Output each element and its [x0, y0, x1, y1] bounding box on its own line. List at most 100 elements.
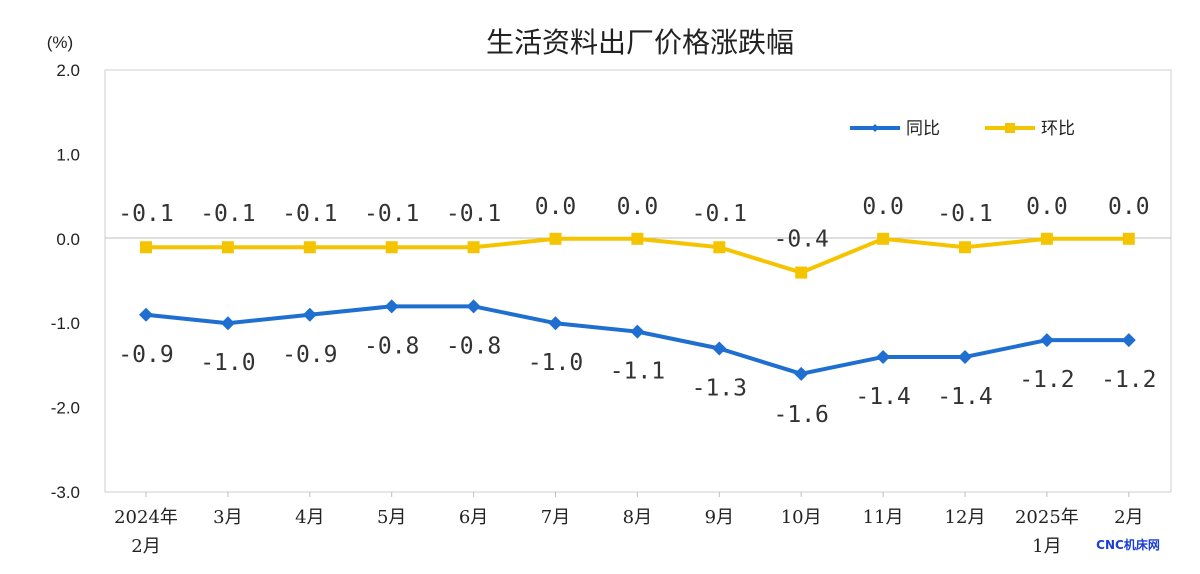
- y-axis-unit: (%): [47, 33, 73, 52]
- x-tick-label-line: 4月: [295, 507, 324, 528]
- x-tick-label-line: 12月: [945, 507, 986, 528]
- x-tick-label: 7月: [541, 507, 570, 528]
- mom-data-label: -0.1: [364, 201, 419, 227]
- y-tick-label: -3.0: [51, 483, 80, 502]
- yoy-data-label: -0.8: [446, 333, 501, 359]
- yoy-data-label: -1.3: [692, 376, 747, 402]
- yoy-data-label: -1.4: [937, 384, 992, 410]
- x-tick-label: 3月: [213, 507, 242, 528]
- mom-point: [221, 241, 234, 254]
- mom-point: [303, 241, 316, 254]
- yoy-point: [139, 307, 153, 322]
- mom-point: [631, 232, 644, 245]
- x-tick-label-line: 1月: [1032, 536, 1061, 557]
- yoy-data-label: -1.6: [774, 402, 829, 428]
- legend-marker: [871, 124, 879, 132]
- mom-point: [467, 241, 480, 254]
- yoy-data-label: -0.8: [364, 333, 419, 359]
- x-tick-label-line: 11月: [863, 507, 904, 528]
- yoy-point: [466, 299, 481, 314]
- mom-data-label: -0.1: [282, 201, 337, 227]
- y-tick-label: 2.0: [56, 61, 80, 80]
- x-tick-label-line: 5月: [377, 507, 406, 528]
- mom-data-label: 0.0: [1108, 194, 1150, 220]
- legend-marker: [1005, 123, 1015, 133]
- legend-label: 同比: [906, 119, 940, 139]
- x-tick-label-line: 6月: [459, 507, 488, 528]
- x-tick-label-line: 2025年: [1015, 507, 1079, 528]
- x-tick-label: 9月: [705, 507, 734, 528]
- mom-data-label: -0.1: [200, 201, 255, 227]
- x-tick-label: 2025年 1月: [1015, 507, 1079, 557]
- x-tick-label-line: 2月: [131, 536, 160, 557]
- x-tick-label: 4月: [295, 507, 324, 528]
- x-tick-label: 11月: [863, 507, 904, 528]
- mom-data-label: -0.1: [937, 201, 992, 227]
- y-axis: 2.0 1.0 0.0 -1.0 -2.0 -3.0: [51, 61, 80, 502]
- mom-point: [713, 241, 726, 254]
- mom-data-label: -0.1: [118, 201, 173, 227]
- x-tick-label-line: 3月: [213, 507, 242, 528]
- y-tick-label: -1.0: [51, 314, 80, 333]
- yoy-data-label: -1.2: [1101, 367, 1156, 393]
- x-tick-label: 5月: [377, 507, 406, 528]
- yoy-data-label: -1.1: [610, 359, 665, 385]
- mom-data-label: -0.4: [774, 227, 829, 253]
- yoy-data-label: -0.9: [118, 342, 173, 368]
- y-tick-label: 1.0: [56, 145, 80, 164]
- legend: 同比 环比: [850, 119, 1075, 139]
- mom-data-label: 0.0: [617, 194, 659, 220]
- series-layer: [139, 232, 1136, 381]
- yoy-point: [220, 316, 235, 331]
- yoy-data-label: -1.0: [200, 350, 255, 376]
- x-tick-label: 12月: [945, 507, 986, 528]
- mom-data-label: -0.1: [446, 201, 501, 227]
- yoy-point: [630, 324, 645, 339]
- yoy-point: [712, 341, 727, 356]
- mom-point: [1040, 232, 1053, 245]
- x-tick-label: 2月: [1114, 507, 1143, 528]
- yoy-point: [794, 366, 809, 381]
- yoy-data-label: -1.0: [528, 350, 583, 376]
- yoy-point: [302, 307, 317, 322]
- mom-point: [385, 241, 398, 254]
- yoy-data-label: -1.4: [855, 384, 910, 410]
- x-tick-label-line: 2月: [1114, 507, 1143, 528]
- x-tick-label: 10月: [781, 507, 822, 528]
- x-tick-label: 2024年 2月: [114, 507, 178, 557]
- yoy-point: [876, 349, 891, 364]
- yoy-point: [958, 349, 972, 364]
- yoy-point: [548, 316, 563, 331]
- x-tick-label-line: 9月: [705, 507, 734, 528]
- mom-point: [959, 241, 971, 254]
- y-tick-label: -2.0: [51, 399, 80, 418]
- mom-point: [1122, 232, 1135, 245]
- mom-data-label: 0.0: [535, 194, 577, 220]
- yoy-data-label: -1.2: [1019, 367, 1074, 393]
- watermark-text: CNC机床网: [1096, 537, 1160, 552]
- mom-point: [795, 266, 808, 279]
- mom-point: [549, 232, 562, 245]
- x-tick-label-line: 8月: [623, 507, 652, 528]
- chart-title: 生活资料出厂价格涨跌幅: [486, 26, 794, 59]
- data-labels: -0.9 -1.0 -0.9 -0.8 -0.8 -1.0 -1.1 -1.3 -1.6 -1.4…: [118, 194, 1156, 428]
- x-tick-label-line: 2024年: [114, 507, 178, 528]
- legend-label: 环比: [1041, 119, 1075, 139]
- yoy-data-label: -0.9: [282, 342, 337, 368]
- x-tick-label: 8月: [623, 507, 652, 528]
- yoy-point: [384, 299, 399, 314]
- mom-data-label: 0.0: [862, 194, 904, 220]
- x-tick-label-line: 10月: [781, 507, 822, 528]
- x-tick-label-line: 7月: [541, 507, 570, 528]
- x-axis: 2024年 2月 3月 4月 5月 6月 7月 8月 9月 10月 11月 12月 2025年 1月 2月: [114, 492, 1144, 557]
- mom-point: [877, 232, 890, 245]
- mom-point: [140, 241, 152, 254]
- yoy-point: [1121, 333, 1136, 348]
- mom-data-label: 0.0: [1026, 194, 1068, 220]
- yoy-point: [1039, 333, 1054, 348]
- y-tick-label: 0.0: [56, 230, 80, 249]
- plot-area: [104, 69, 1172, 493]
- x-tick-label: 6月: [459, 507, 488, 528]
- mom-data-label: -0.1: [692, 201, 747, 227]
